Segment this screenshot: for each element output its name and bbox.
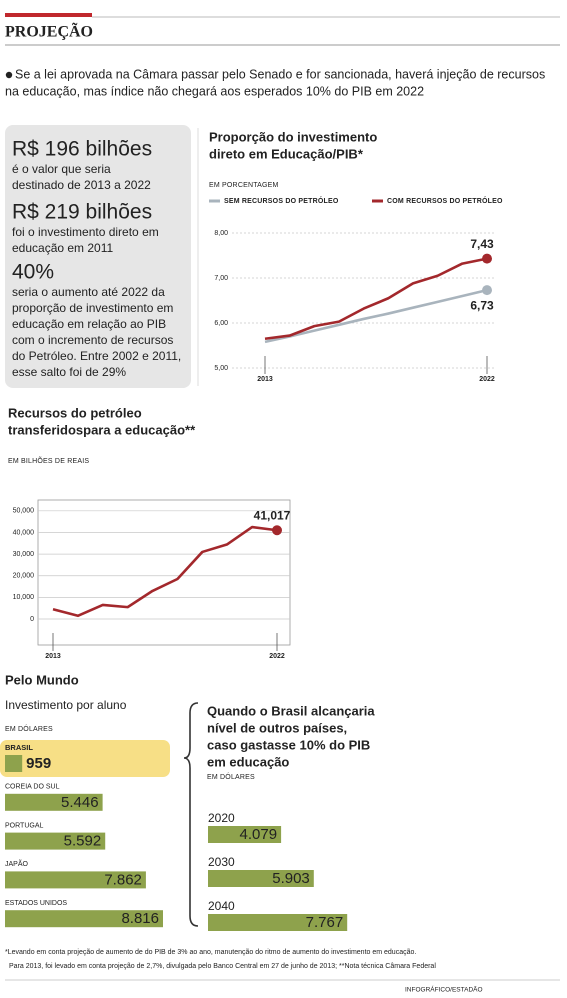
stat-text: proporção de investimento em [12, 301, 173, 315]
value-label: 7.862 [104, 871, 142, 888]
header-accent [5, 13, 92, 17]
x-tick-label: 2013 [45, 653, 61, 660]
footnote: Para 2013, foi levado em conta projeção … [9, 963, 436, 970]
credit: INFOGRÁFICO/ESTADÃO [405, 985, 483, 994]
category-label: ESTADOS UNIDOS [5, 900, 67, 907]
y-tick-label: 40,000 [13, 529, 35, 536]
end-marker [482, 285, 492, 296]
series-line [52, 525, 278, 618]
bar [208, 870, 314, 887]
legend-label: COM RECURSOS DO PETRÓLEO [387, 196, 503, 205]
category-label: 2020 [208, 811, 235, 825]
axis-unit: EM DÓLARES [5, 724, 53, 733]
footnote: *Levando em conta projeção de aumento de… [5, 949, 416, 956]
y-tick-label: 5,00 [214, 365, 228, 372]
category-label: BRASIL [5, 743, 33, 752]
x-tick-label: 2022 [269, 653, 285, 660]
axis-unit: EM BILHÕES DE REAIS [8, 456, 89, 465]
stat-text: foi o investimento direto em [12, 225, 159, 239]
bar [5, 755, 23, 772]
category-label: JAPÃO [5, 859, 29, 868]
y-tick-label: 20,000 [13, 573, 35, 580]
value-label: 8.816 [121, 910, 159, 927]
chart-title: direto em Educação/PIB* [209, 146, 364, 161]
value-label: 4.079 [240, 826, 278, 843]
stat-text: do Petróleo. Entre 2002 e 2011, [12, 349, 181, 363]
series-line [264, 288, 488, 344]
chart-title: transferidospara a educação** [8, 422, 196, 437]
lead-line: na educação, mas índice não chegará aos … [5, 84, 424, 98]
value-label: 6,73 [470, 298, 494, 312]
y-tick-label: 8,00 [214, 230, 228, 237]
stat-text: educação em relação ao PIB [12, 317, 166, 331]
x-tick-label: 2013 [257, 376, 273, 383]
axis-unit: EM DÓLARES [207, 772, 255, 781]
section-title: PROJEÇÃO [5, 22, 93, 41]
value-label: 5.592 [64, 833, 102, 850]
stat-value: 40% [12, 261, 54, 284]
stats-box [5, 125, 191, 388]
chart-title: Recursos do petróleo [8, 405, 142, 420]
stat-text: educação em 2011 [12, 241, 114, 255]
chart-title: Proporção do investimento [209, 129, 377, 144]
bullet [5, 71, 13, 79]
stat-text: seria o aumento até 2022 da [12, 285, 165, 299]
chart-title: Quando o Brasil alcançaria [207, 703, 375, 718]
chart-title: em educação [207, 754, 289, 769]
category-label: PORTUGAL [5, 822, 43, 829]
stat-text: destinado de 2013 a 2022 [12, 178, 151, 192]
bar [5, 832, 106, 850]
series-line [264, 257, 488, 341]
value-label: 7,43 [470, 237, 494, 251]
value-label: 41,017 [254, 508, 291, 522]
end-marker [272, 525, 282, 536]
value-label: 5.903 [272, 870, 310, 887]
bar [5, 871, 146, 889]
stat-text: é o valor que seria [12, 162, 111, 176]
end-marker [482, 253, 492, 264]
category-label: 2030 [208, 855, 235, 869]
y-tick-label: 0 [30, 616, 34, 623]
stat-text: esse salto foi de 29% [12, 365, 126, 379]
brace [183, 702, 199, 927]
value-label: 7.767 [306, 914, 344, 931]
stat-value: R$ 219 bilhões [12, 201, 152, 224]
chart-title: caso gastasse 10% do PIB [207, 737, 370, 752]
stat-value: R$ 196 bilhões [12, 138, 152, 161]
bar [5, 910, 163, 928]
legend-label: SEM RECURSOS DO PETRÓLEO [224, 196, 339, 205]
value-label: 5.446 [61, 794, 99, 811]
chart-title: Investimento por aluno [5, 698, 127, 712]
x-tick-label: 2022 [479, 376, 495, 383]
value-label: 959 [26, 755, 51, 772]
y-tick-label: 10,000 [13, 594, 35, 601]
category-label: COREIA DO SUL [5, 784, 60, 791]
plot-frame [37, 499, 291, 646]
axis-unit: EM PORCENTAGEM [209, 182, 279, 189]
category-label: 2040 [208, 899, 235, 913]
y-tick-label: 6,00 [214, 320, 228, 327]
bar [208, 914, 348, 931]
highlight [0, 740, 170, 777]
y-tick-label: 50,000 [13, 508, 35, 515]
y-tick-label: 30,000 [13, 551, 35, 558]
y-tick-label: 7,00 [214, 275, 228, 282]
bar [5, 793, 103, 811]
stat-text: com o incremento de recursos [12, 333, 173, 347]
lead-line: Se a lei aprovada na Câmara passar pelo … [15, 67, 545, 81]
bar [208, 826, 282, 843]
section-heading: Pelo Mundo [5, 672, 79, 687]
chart-title: nível de outros países, [207, 720, 347, 735]
